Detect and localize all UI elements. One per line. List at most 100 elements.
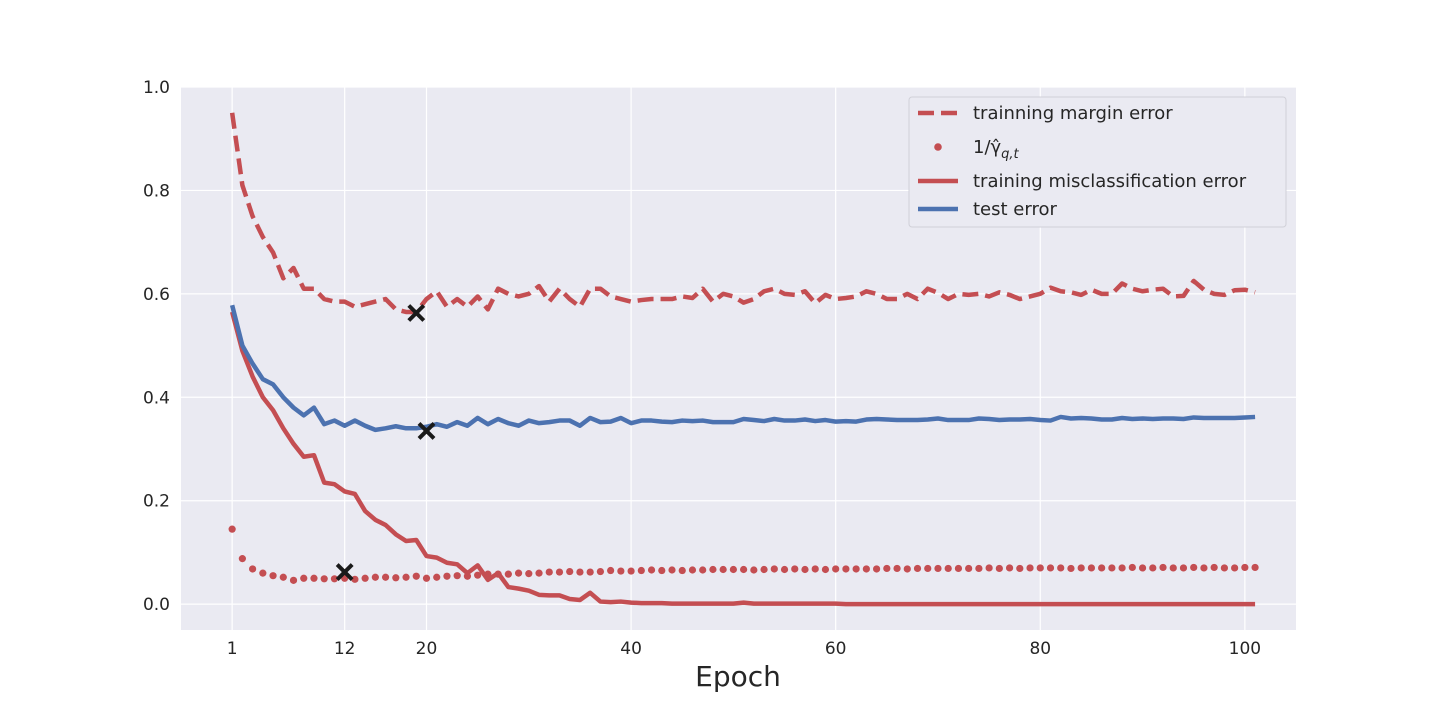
data-point xyxy=(1241,563,1249,572)
y-tick-label: 0.6 xyxy=(143,285,170,305)
data-point xyxy=(801,565,809,574)
data-point xyxy=(1128,563,1136,572)
data-point xyxy=(637,566,645,575)
data-point xyxy=(1005,564,1014,572)
x-marker xyxy=(407,304,426,322)
data-point xyxy=(678,566,686,575)
data-point xyxy=(1067,564,1075,573)
data-point xyxy=(965,564,973,573)
data-point xyxy=(1220,564,1228,572)
data-point xyxy=(1210,563,1218,572)
x-marker xyxy=(335,563,354,581)
data-point xyxy=(1138,564,1147,572)
data-point xyxy=(1108,564,1116,572)
data-point xyxy=(617,567,625,575)
data-point xyxy=(504,570,512,578)
marker-layer xyxy=(335,304,436,581)
data-point xyxy=(688,566,697,574)
data-point xyxy=(862,565,870,573)
data-point xyxy=(1159,563,1167,572)
grid xyxy=(181,86,1296,630)
data-point xyxy=(893,564,901,573)
y-tick-label: 0.4 xyxy=(143,388,170,408)
data-point xyxy=(740,565,748,574)
data-point xyxy=(259,569,267,577)
data-point xyxy=(238,555,246,563)
data-point xyxy=(474,571,482,579)
data-point xyxy=(852,565,860,573)
data-point xyxy=(351,575,359,583)
y-tick-labels: 0.0 0.2 0.4 0.6 0.8 1.0 xyxy=(143,78,170,615)
data-point xyxy=(658,566,666,575)
data-point xyxy=(934,564,942,573)
series-misclassification-error xyxy=(229,311,1256,607)
data-point xyxy=(514,569,523,577)
data-point xyxy=(361,574,369,582)
data-point xyxy=(1087,564,1096,572)
data-point xyxy=(289,576,298,584)
data-point xyxy=(1077,564,1085,572)
y-tick-label: 0.8 xyxy=(143,181,170,201)
data-point xyxy=(566,567,574,576)
legend-label-test-error: test error xyxy=(973,199,1057,220)
data-point xyxy=(545,568,553,576)
data-point xyxy=(330,575,339,583)
legend: trainning margin error 1/γ̂q,t training … xyxy=(908,96,1287,228)
x-tick-label: 12 xyxy=(334,639,356,659)
data-point xyxy=(381,573,390,581)
data-point xyxy=(924,564,932,573)
data-point xyxy=(985,564,993,572)
data-point xyxy=(1098,564,1106,572)
legend-label-inverse-gamma-main: 1/γ̂ xyxy=(973,137,1002,158)
x-tick-label: 80 xyxy=(1029,639,1051,659)
data-point xyxy=(535,569,543,577)
legend-label-inverse-gamma-sub: q,t xyxy=(1001,147,1019,162)
data-point xyxy=(975,564,983,573)
data-point xyxy=(1036,564,1044,572)
x-tick-label: 1 xyxy=(227,639,238,659)
legend-label-inverse-gamma: 1/γ̂q,t xyxy=(973,137,1020,162)
data-point xyxy=(719,565,727,574)
data-point xyxy=(1026,564,1034,572)
data-point xyxy=(842,565,850,573)
data-point xyxy=(954,564,963,573)
data-point xyxy=(310,574,318,582)
data-point xyxy=(780,565,789,574)
series-margin-error xyxy=(229,112,1256,315)
data-point xyxy=(453,572,461,580)
data-point xyxy=(228,525,236,533)
data-point xyxy=(269,572,277,580)
data-point xyxy=(944,564,952,573)
data-point xyxy=(903,565,911,573)
data-point xyxy=(249,565,257,573)
series-test-error xyxy=(229,304,1256,433)
x-axis-title: Epoch xyxy=(695,660,781,693)
data-point xyxy=(525,570,533,578)
data-point xyxy=(995,564,1003,573)
data-point xyxy=(832,565,840,573)
data-point xyxy=(699,566,707,574)
y-tick-label: 1.0 xyxy=(143,78,170,98)
x-tick-label: 20 xyxy=(416,639,438,659)
legend-swatch-inverse-gamma xyxy=(934,143,942,151)
data-point xyxy=(647,566,656,574)
data-point xyxy=(1200,564,1208,572)
data-point xyxy=(320,575,328,583)
series-inverse-gamma xyxy=(228,525,1259,584)
data-point xyxy=(1149,564,1157,572)
data-point xyxy=(883,564,891,573)
data-point xyxy=(443,572,451,580)
data-point xyxy=(371,573,379,581)
data-point xyxy=(576,568,584,576)
data-point xyxy=(668,566,676,574)
data-point xyxy=(913,564,922,573)
y-tick-label: 0.2 xyxy=(143,492,170,512)
data-point xyxy=(412,572,420,580)
x-marker xyxy=(417,421,436,440)
data-point xyxy=(1190,563,1198,572)
data-point xyxy=(1016,564,1024,573)
legend-label-misclassification-error: training misclassification error xyxy=(973,171,1247,192)
x-tick-label: 40 xyxy=(620,639,642,659)
legend-box xyxy=(908,96,1287,228)
